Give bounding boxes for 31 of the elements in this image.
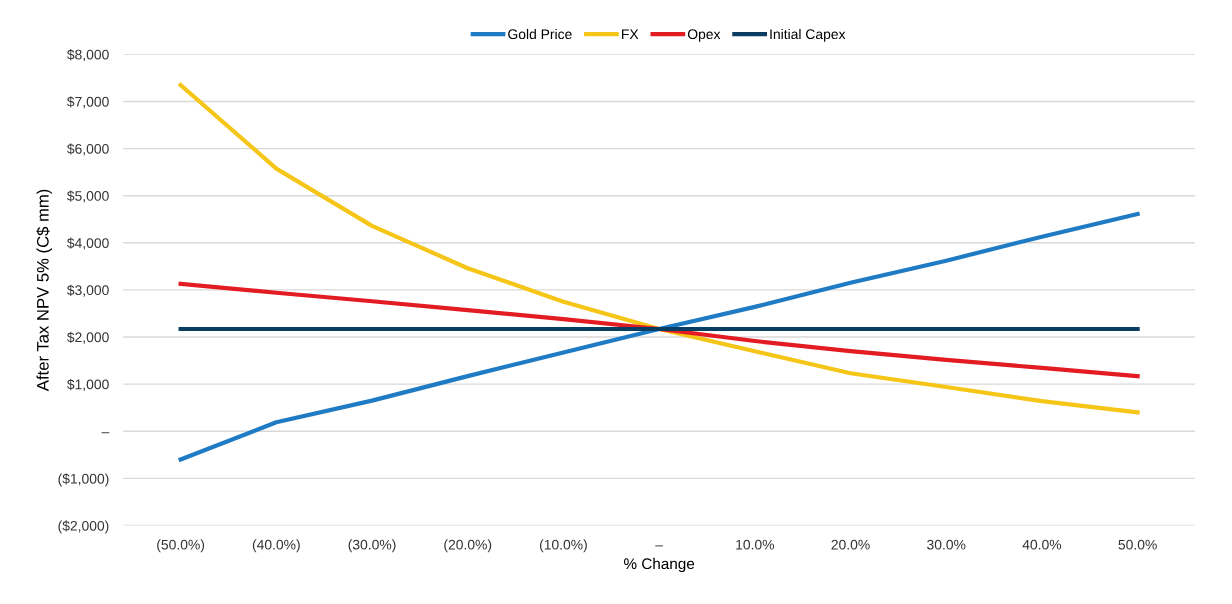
x-tick-label: (50.0%): [157, 539, 205, 553]
x-tick-label: 20.0%: [831, 539, 870, 550]
y-tick-label: $5,000: [66, 190, 109, 203]
x-tick-label: 50.0%: [1118, 539, 1157, 550]
x-tick-label: (40.0%): [252, 539, 300, 553]
legend-label: Opex: [687, 29, 721, 42]
y-tick-label: ($2,000): [58, 520, 109, 534]
legend-label: Gold Price: [508, 28, 572, 40]
line-series: [178, 82, 1140, 415]
y-tick-label: $6,000: [66, 143, 109, 156]
x-tick-label: (30.0%): [348, 539, 396, 553]
y-axis-title: After Tax NPV 5% (C$ mm): [36, 189, 53, 392]
y-tick-label: $7,000: [66, 96, 109, 109]
line-series: [178, 281, 1140, 379]
y-tick-label: $2,000: [66, 331, 109, 344]
x-tick-label: –: [655, 545, 663, 547]
y-tick-label: ($1,000): [58, 473, 109, 487]
x-tick-label: (20.0%): [444, 539, 492, 553]
x-tick-label: (10.0%): [539, 539, 587, 553]
y-tick-label: $4,000: [66, 237, 109, 250]
y-tick-label: $1,000: [66, 378, 109, 391]
y-tick-label: –: [101, 432, 110, 434]
legend-label: Initial Capex: [770, 28, 846, 42]
line-series: [178, 211, 1140, 462]
x-tick-label: 40.0%: [1022, 539, 1062, 550]
x-tick-label: 10.0%: [736, 539, 775, 550]
y-tick-label: $8,000: [66, 49, 109, 62]
x-tick-label: 30.0%: [927, 539, 966, 550]
legend-label: FX: [622, 29, 639, 39]
x-axis-title: % Change: [623, 557, 695, 573]
y-tick-label: $3,000: [66, 284, 109, 297]
